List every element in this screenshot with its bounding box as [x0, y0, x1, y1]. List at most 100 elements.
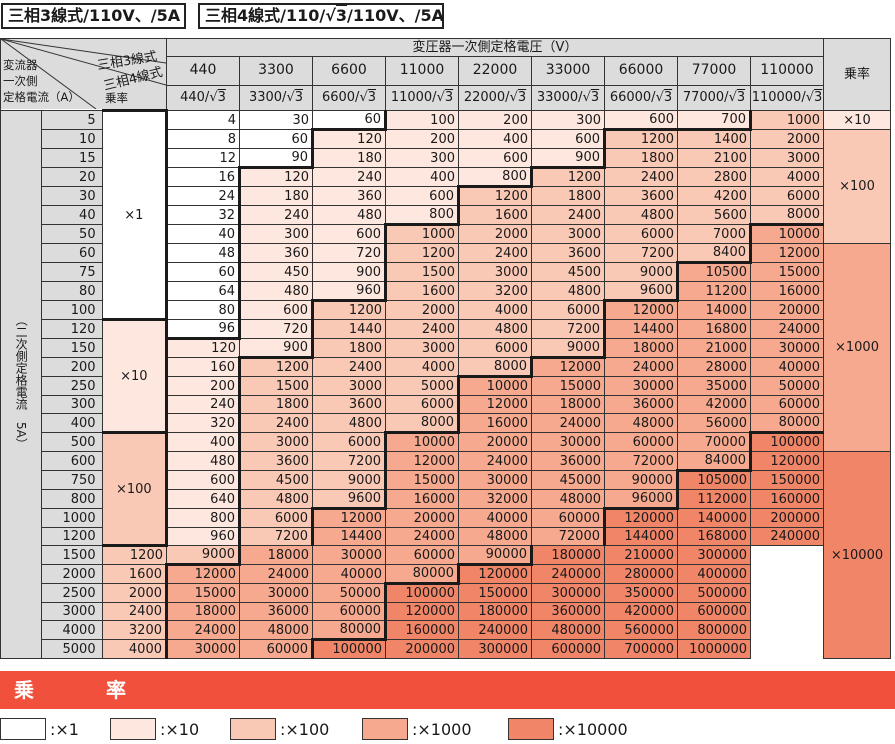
- voltage-3w-header: 22000: [458, 56, 532, 86]
- multiplier-cell: 2400: [604, 167, 678, 187]
- multiplier-cell: 14400: [311, 527, 386, 546]
- voltage-4w-prefix: 3300/: [248, 90, 287, 106]
- legend-label: :×10000: [558, 719, 628, 739]
- multiplier-cell: 90000: [604, 470, 678, 490]
- multiplier-cell: 112000: [676, 489, 751, 509]
- multiplier-cell: 7200: [312, 451, 386, 471]
- multiplier-cell: 20000: [385, 508, 459, 528]
- three-wire-tag: 三相3線式/110V、/5A: [1, 3, 186, 29]
- multiplier-cell: 24000: [239, 564, 313, 584]
- sqrt-sign: √: [325, 6, 336, 25]
- multiplier-cell: 240: [312, 167, 386, 187]
- multiplier-cell: 16000: [457, 413, 532, 433]
- multiplier-cell: 120: [311, 128, 386, 149]
- multiplier-cell: 30000: [239, 583, 313, 603]
- ct-multiplier: ×100: [101, 431, 169, 547]
- multiplier-cell: 60: [239, 129, 313, 149]
- multiplier-cell: 800: [385, 205, 459, 225]
- table-row: 600 480 3600 7200 12000 24000 36000 72000 84000 1…: [1, 451, 891, 659]
- multiplier-cell: 70000: [677, 432, 751, 452]
- multiplier-cell: 9600: [604, 281, 678, 301]
- table-row: 250 200 1500 3000 5000 10000 15000 30000 35000 50…: [1, 375, 891, 396]
- multiplier-cell: 200: [385, 129, 459, 149]
- multiplier-cell: 4000: [750, 167, 824, 187]
- multiplier-cell: 32000: [458, 489, 532, 509]
- table-row: （二次側定格電流 5A） 5 ×1 4 30 60 100 200 300 600 700 1000 ×…: [0, 109, 891, 659]
- multiplier-cell: 480000: [531, 620, 605, 640]
- multiplier-cell: 360: [238, 243, 313, 263]
- multiplier-cell: 160000: [750, 489, 824, 509]
- multiplier-cell: 160: [166, 357, 240, 377]
- multiplier-cell: 8000: [458, 357, 532, 377]
- voltage-4w-root: 3: [590, 90, 600, 106]
- multiplier-cell: 1200: [238, 356, 313, 377]
- multiplier-cell: 5000: [385, 376, 459, 396]
- multiplier-cell: 16800: [677, 319, 751, 339]
- multiplier-cell: 36000: [604, 395, 678, 414]
- multiplier-cell: 15000: [165, 583, 240, 603]
- ct-primary-current: 3000: [41, 602, 103, 621]
- multiplier-cell: 350000: [604, 583, 678, 603]
- multiplier-cell: 60000: [604, 432, 678, 452]
- ct-primary-current: 250: [41, 376, 103, 396]
- multiplier-cell: 400: [166, 432, 240, 452]
- multiplier-cell: 30000: [750, 338, 824, 358]
- table-row: 500 ×100 400 3000 6000 10000 20000 30000 60000 70…: [1, 431, 891, 547]
- voltage-4w-prefix: 33000/: [536, 90, 583, 106]
- voltage-4w-prefix: 6600/: [321, 90, 360, 106]
- multiplier-cell: 72000: [604, 451, 678, 471]
- multiplier-cell: 10000: [749, 223, 824, 244]
- multiplier-cell: 9000: [604, 262, 678, 282]
- multiplier-cell: 64: [166, 281, 240, 301]
- voltage-4w-root: 3: [294, 90, 304, 106]
- multiplier-cell: 28000: [677, 357, 751, 377]
- multiplier-cell: 40: [166, 224, 240, 244]
- multiplier-cell: 960: [312, 281, 386, 301]
- ct-label-line2: 一次側: [3, 74, 38, 88]
- voltage-4w-root: 3: [217, 90, 226, 106]
- multiplier-cell: 240000: [531, 564, 605, 584]
- multiplier-cell: 4000: [458, 300, 532, 320]
- corner-content: 変流器 一次側 定格電流（A） 三相3線式 三相4線式 乗率: [1, 39, 166, 109]
- multiplier-cell: 400000: [677, 564, 751, 584]
- table-row: 120 ×10 96 720 1440 2400 4800 7200 14400 16800 240…: [1, 318, 891, 434]
- voltage-3w-header: 33000: [531, 56, 605, 86]
- multiplier-cell: 6000: [238, 508, 313, 528]
- multiplier-cell: 4800: [604, 205, 678, 225]
- ct-primary-current: 1500: [41, 545, 103, 565]
- multiplier-column-title: 乗率: [823, 38, 891, 111]
- multiplier-cell: 240000: [458, 620, 532, 640]
- multiplier-cell: 600: [238, 300, 313, 320]
- voltage-3w-header: 110000: [750, 56, 824, 86]
- multiplier-cell: 40000: [312, 564, 386, 584]
- ct-primary-current: 75: [41, 262, 103, 282]
- multiplier-cell: 9600: [312, 489, 386, 509]
- multiplier-cell: 180000: [530, 545, 605, 565]
- multiplier-cell: 240: [238, 205, 313, 225]
- multiplier-cell: 30000: [531, 432, 605, 452]
- multiplier-cell: 24: [166, 186, 240, 206]
- multiplier-cell: 1800: [603, 148, 678, 168]
- table-row: 75 60 450 900 1500 3000 4500 9000 10500 15000: [1, 261, 891, 282]
- multiplier-cell: 45000: [531, 470, 605, 490]
- multiplier-cell: 210000: [604, 545, 678, 565]
- multiplier-cell: 300: [238, 224, 313, 244]
- multiplier-cell: 12000: [311, 507, 386, 528]
- multiplier-cell: 1440: [311, 319, 386, 339]
- multiplier-cell: 30: [239, 110, 313, 130]
- sqrt-sign: √: [805, 90, 815, 106]
- voltage-4w-root: 3: [736, 90, 746, 106]
- multiplier-cell: 1200: [530, 166, 605, 187]
- multiplier-cell: 1600: [101, 564, 168, 584]
- multiplier-cell: 12000: [530, 356, 605, 377]
- multiplier-cell: 280000: [604, 564, 678, 584]
- ct-primary-current: 1200: [41, 527, 103, 546]
- voltage-3w-header: 66000: [604, 56, 678, 86]
- multiplier-cell: 720: [312, 243, 386, 263]
- multiplier-cell: 105000: [676, 469, 751, 490]
- multiplier-cell: 8000: [385, 413, 459, 433]
- multiplier-cell: 48000: [531, 489, 605, 509]
- sqrt-sign: √: [509, 90, 518, 106]
- multiplier-cell: 56000: [677, 413, 751, 433]
- multiplier-cell: 48000: [239, 620, 313, 640]
